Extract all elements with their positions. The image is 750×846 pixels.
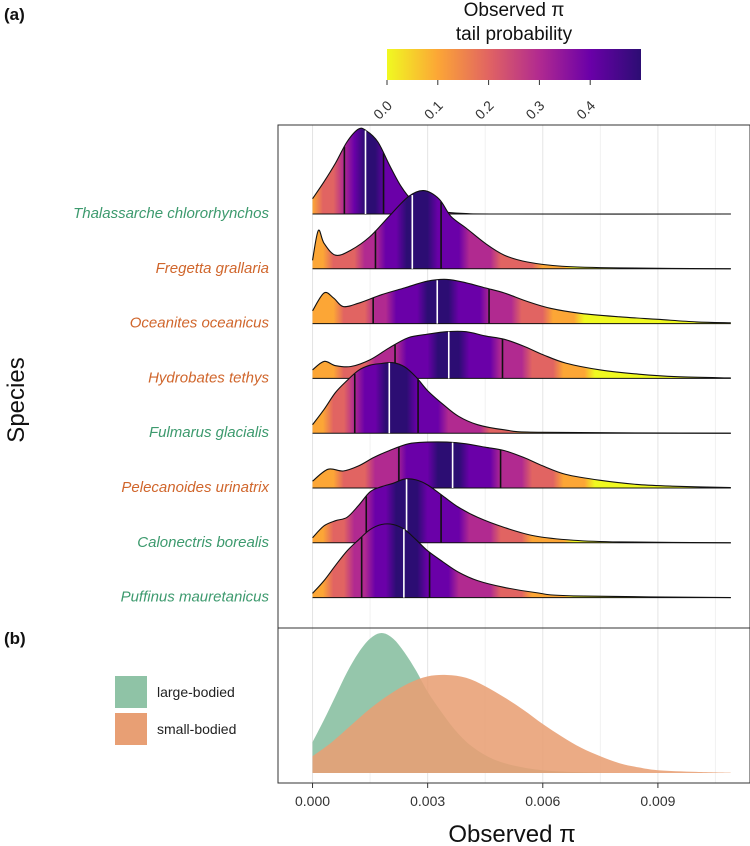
- legend: large-bodied small-bodied: [115, 676, 236, 745]
- colorbar-title-line1: Observed π: [464, 0, 565, 21]
- ridge-outline: [312, 361, 731, 434]
- ridge-area: [312, 478, 731, 543]
- panel-a: Thalassarche chlororhynchos Fregetta gral…: [3, 124, 750, 629]
- species-label: Thalassarche chlororhynchos: [73, 205, 269, 222]
- ridge-outline: [312, 523, 731, 599]
- ridge-outline: [312, 478, 731, 544]
- ridge-area: [312, 279, 731, 324]
- legend-swatch-large-bodied: [115, 676, 147, 708]
- colorbar-gradient: [387, 49, 641, 80]
- species-label: Puffinus mauretanicus: [121, 589, 270, 606]
- colorbar-tick-label: 0.3: [522, 97, 547, 122]
- colorbar-tick-label: 0.2: [472, 97, 497, 122]
- ridge-area: [312, 523, 731, 598]
- colorbar: Observed π tail probability 0.0 0.1 0.2 0.3…: [370, 0, 641, 122]
- x-tick-label: 0.000: [295, 793, 330, 809]
- y-axis-title: Species: [3, 357, 30, 442]
- colorbar-tick-label: 0.0: [370, 97, 395, 122]
- legend-label-small-bodied: small-bodied: [157, 721, 236, 737]
- ridge-outline: [312, 278, 731, 324]
- ridges: [311, 127, 731, 599]
- colorbar-tick-label: 0.4: [573, 97, 598, 122]
- density-area-small-bodied: [312, 674, 731, 773]
- species-label: Oceanites oceanicus: [130, 315, 270, 332]
- colorbar-title-line2: tail probability: [456, 24, 573, 45]
- species-label: Pelecanoides urinatrix: [121, 479, 269, 496]
- ridge-area: [312, 190, 731, 269]
- species-label: Hydrobates tethys: [148, 369, 269, 386]
- ridge-area: [312, 331, 731, 379]
- ridge-area: [312, 441, 731, 488]
- ridge-area: [312, 362, 731, 434]
- x-axis-ticks: 0.000 0.003 0.006 0.009: [295, 783, 676, 809]
- x-axis-title-text: Observed π: [448, 821, 575, 846]
- species-labels: Thalassarche chlororhynchos Fregetta gral…: [73, 205, 269, 606]
- x-axis-title: Observed π: [448, 821, 575, 846]
- x-tick-label: 0.006: [525, 793, 560, 809]
- panel-b-border: [277, 627, 750, 784]
- colorbar-ticks: 0.0 0.1 0.2 0.3 0.4: [370, 80, 598, 122]
- ridge-outline: [311, 190, 731, 270]
- colorbar-tick-label: 0.1: [421, 97, 446, 122]
- ridge-outline: [312, 330, 731, 379]
- species-label: Calonectris borealis: [137, 534, 269, 551]
- panel-b-areas: [312, 633, 731, 773]
- species-label: Fregetta grallaria: [156, 260, 269, 277]
- ridge-area: [312, 128, 731, 215]
- panel-b: 0.000 0.003 0.006 0.009 Observed π large-bo…: [115, 627, 750, 846]
- x-tick-label: 0.003: [410, 793, 445, 809]
- species-label: Fulmarus glacialis: [149, 424, 270, 441]
- panel-a-tag: (a): [4, 5, 25, 24]
- x-tick-label: 0.009: [640, 793, 675, 809]
- panel-b-tag: (b): [4, 629, 26, 648]
- ridge-outline: [312, 441, 731, 489]
- legend-swatch-small-bodied: [115, 713, 147, 745]
- legend-label-large-bodied: large-bodied: [157, 684, 235, 700]
